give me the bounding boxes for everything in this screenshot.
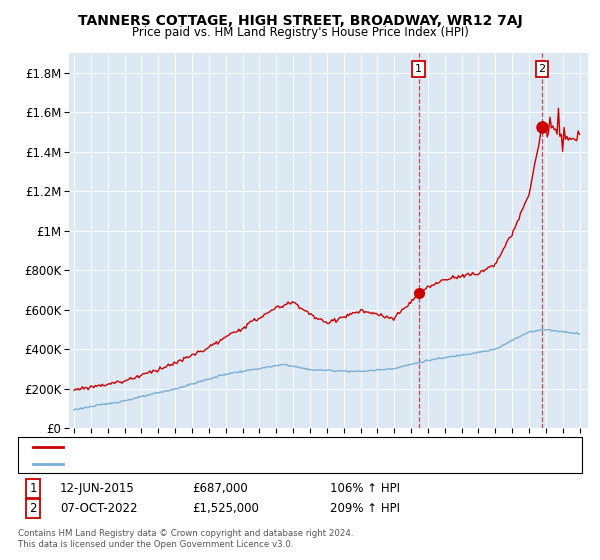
Text: 2: 2 <box>29 502 37 515</box>
Text: £687,000: £687,000 <box>192 482 248 495</box>
Text: £1,525,000: £1,525,000 <box>192 502 259 515</box>
Text: 1: 1 <box>415 64 422 74</box>
Text: HPI: Average price, detached house, Wychavon: HPI: Average price, detached house, Wych… <box>69 459 316 469</box>
Text: TANNERS COTTAGE, HIGH STREET, BROADWAY, WR12 7AJ: TANNERS COTTAGE, HIGH STREET, BROADWAY, … <box>77 14 523 28</box>
Text: 1: 1 <box>29 482 37 495</box>
Text: Price paid vs. HM Land Registry's House Price Index (HPI): Price paid vs. HM Land Registry's House … <box>131 26 469 39</box>
Text: 2: 2 <box>538 64 545 74</box>
Text: TANNERS COTTAGE, HIGH STREET, BROADWAY, WR12 7AJ (detached house): TANNERS COTTAGE, HIGH STREET, BROADWAY, … <box>69 442 464 452</box>
Text: 106% ↑ HPI: 106% ↑ HPI <box>330 482 400 495</box>
Text: 12-JUN-2015: 12-JUN-2015 <box>60 482 135 495</box>
Text: 07-OCT-2022: 07-OCT-2022 <box>60 502 137 515</box>
Text: Contains HM Land Registry data © Crown copyright and database right 2024.
This d: Contains HM Land Registry data © Crown c… <box>18 529 353 549</box>
Text: 209% ↑ HPI: 209% ↑ HPI <box>330 502 400 515</box>
